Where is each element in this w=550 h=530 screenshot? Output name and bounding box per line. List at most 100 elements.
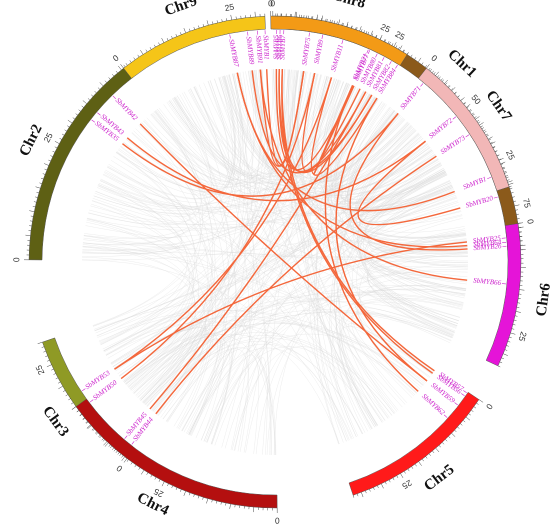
background-link — [262, 73, 319, 455]
tick-mark — [393, 42, 397, 47]
background-link — [100, 106, 390, 345]
background-link — [324, 82, 443, 200]
tick-mark — [175, 487, 178, 491]
gene-label: SbMYB75 — [300, 36, 312, 65]
tick-mark — [123, 64, 126, 68]
tick-label: 0 — [114, 463, 124, 474]
tick-mark — [492, 146, 496, 148]
background-link — [287, 69, 383, 423]
tick-mark — [510, 332, 516, 335]
background-link — [234, 357, 268, 455]
tick-mark — [369, 489, 371, 492]
tick-mark — [444, 79, 449, 84]
syntenic-link — [236, 72, 468, 248]
background-link — [82, 244, 206, 422]
tick-mark — [341, 22, 343, 26]
tick-mark — [67, 125, 70, 128]
syntenic-link — [357, 140, 461, 226]
tick-mark — [438, 445, 441, 448]
background-link — [100, 99, 379, 208]
tick-mark — [432, 450, 435, 454]
background-link — [329, 152, 435, 437]
tick-mark — [99, 435, 102, 439]
background-link — [335, 110, 396, 414]
syntenic-link — [349, 112, 468, 251]
background-link — [104, 171, 457, 224]
gene-marker — [131, 441, 135, 445]
tick-mark — [81, 105, 84, 108]
tick-mark — [512, 196, 515, 198]
background-link — [134, 76, 328, 395]
tick-mark — [134, 464, 137, 468]
tick-mark — [448, 85, 451, 88]
tick-mark — [35, 186, 41, 189]
tick-mark — [435, 71, 439, 76]
tick-mark — [475, 116, 480, 120]
gene-marker — [367, 50, 371, 55]
chromosome-label-chr1: Chr1 — [444, 46, 479, 81]
tick-label: 0 — [270, 0, 275, 8]
background-link — [205, 354, 259, 454]
chromosome-label-chr3: Chr3 — [39, 403, 72, 439]
tick-mark — [498, 158, 502, 161]
tick-mark — [481, 127, 485, 130]
tick-mark — [206, 498, 209, 504]
background-link — [108, 164, 403, 408]
tick-mark — [465, 416, 471, 421]
tick-mark — [351, 25, 353, 29]
tick-mark — [407, 468, 410, 472]
background-link — [92, 75, 236, 327]
background-link — [172, 98, 230, 437]
background-link — [188, 84, 235, 175]
tick-mark — [454, 429, 457, 433]
background-link — [342, 312, 453, 421]
tick-mark — [451, 433, 456, 437]
tick-label: 25 — [400, 478, 413, 492]
background-link — [357, 140, 459, 322]
background-link — [82, 257, 196, 401]
tick-mark — [110, 445, 113, 449]
tick-mark — [67, 119, 73, 124]
tick-mark — [402, 49, 405, 52]
tick-mark — [515, 209, 518, 211]
tick-mark — [211, 499, 213, 503]
gene-label: SbMYB11 — [329, 44, 345, 73]
tick-mark — [55, 377, 59, 380]
tick-mark — [404, 471, 406, 474]
background-link — [310, 74, 421, 187]
tick-mark — [138, 467, 141, 470]
tick-mark — [54, 146, 58, 149]
background-link — [112, 151, 196, 368]
tick-mark — [514, 204, 520, 207]
gene-label: SbMYB66 — [473, 276, 502, 287]
tick-mark — [375, 35, 378, 38]
background-link — [189, 110, 396, 436]
background-link — [255, 253, 468, 455]
chromosome-label-chr6: Chr6 — [534, 282, 550, 318]
tick-mark — [79, 414, 83, 417]
tick-mark — [403, 49, 405, 53]
gene-label: SbMYB9 — [312, 38, 325, 64]
tick-mark — [171, 485, 173, 489]
tick-mark — [469, 109, 472, 112]
background-link — [203, 82, 467, 289]
tick-mark — [44, 163, 49, 166]
tick-mark — [497, 365, 501, 368]
tick-mark — [180, 32, 182, 35]
background-link — [297, 70, 433, 192]
tick-mark — [474, 116, 477, 119]
tick-mark — [197, 495, 200, 499]
gene-marker — [443, 414, 448, 418]
chromosome-arc-chr6 — [485, 223, 522, 367]
gene-label: SbMYB72 — [427, 116, 454, 140]
tick-mark — [428, 453, 431, 456]
tick-label: 75 — [521, 197, 533, 209]
background-link — [167, 73, 245, 423]
tick-mark — [154, 477, 157, 480]
tick-mark — [468, 109, 472, 112]
tick-label: 25 — [224, 1, 235, 13]
gene-marker — [366, 49, 369, 54]
syntenic-link — [122, 112, 399, 197]
tick-mark — [104, 80, 107, 83]
